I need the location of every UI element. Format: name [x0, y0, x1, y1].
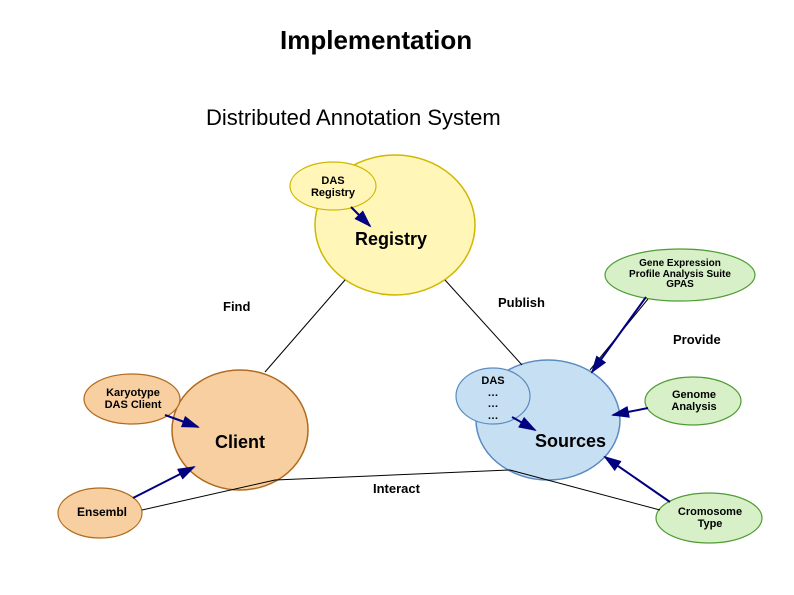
das-registry-label: DASRegistry: [305, 176, 361, 199]
gpas-label: Gene ExpressionProfile Analysis SuiteGPA…: [615, 259, 745, 291]
client-label: Client: [215, 433, 265, 452]
sources-label: Sources: [535, 432, 606, 451]
client-node: [172, 370, 308, 490]
edge-label-provide: Provide: [673, 333, 721, 347]
edge-label-publish: Publish: [498, 296, 545, 310]
edge-label-find: Find: [223, 300, 250, 314]
registry-label: Registry: [355, 230, 427, 249]
ensembl-label: Ensembl: [77, 506, 127, 519]
karyotype-label: KaryotypeDAS Client: [98, 388, 168, 411]
page-title: Implementation: [280, 25, 472, 56]
das-source-label: DAS………: [478, 376, 508, 422]
edge-label-interact: Interact: [373, 482, 420, 496]
page-subtitle: Distributed Annotation System: [206, 105, 501, 131]
genome-label: GenomeAnalysis: [666, 390, 722, 413]
chromo-label: CromosomeType: [672, 507, 748, 530]
